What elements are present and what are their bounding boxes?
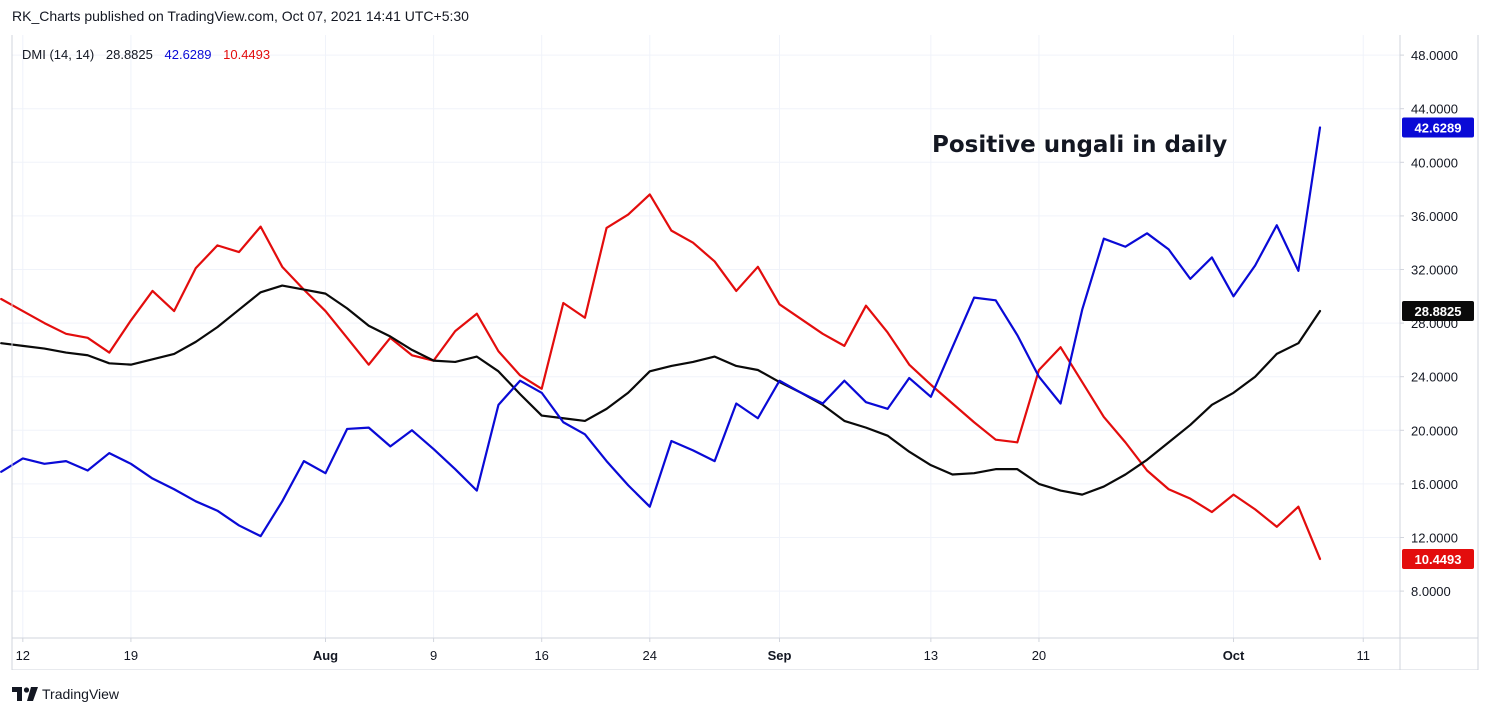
minus-di-line: [0, 193, 1322, 561]
y-tick-label: 44.0000: [1411, 102, 1458, 117]
y-tick-label: 36.0000: [1411, 209, 1458, 224]
svg-text:DMI (14, 14) 28.8825: DMI (14, 14) 28.8825 42.6289 10.4493: [22, 47, 270, 62]
x-tick-label: Sep: [768, 648, 792, 663]
x-tick-label: 12: [16, 648, 30, 663]
y-tick-label: 16.0000: [1411, 477, 1458, 492]
y-tick-label: 12.0000: [1411, 531, 1458, 546]
dmi-chart[interactable]: 8.000012.000016.000020.000024.000028.000…: [0, 0, 1493, 670]
y-tick-label: 40.0000: [1411, 155, 1458, 170]
publisher-header: RK_Charts published on TradingView.com, …: [12, 8, 469, 24]
last-value-badges: 42.6289 28.8825 10.4493: [1402, 117, 1474, 569]
plus-di-line: [0, 126, 1322, 538]
plus-di-badge-label: 42.6289: [1415, 120, 1462, 135]
legend-plus-di-value: 42.6289: [165, 47, 212, 62]
y-tick-label: 48.0000: [1411, 48, 1458, 63]
legend-minus-di-value: 10.4493: [223, 47, 270, 62]
price-axis[interactable]: 8.000012.000016.000020.000024.000028.000…: [1400, 48, 1458, 599]
time-axis[interactable]: 12 19 Aug 9 16 24 Sep 13 20 Oct 11: [16, 638, 1370, 663]
y-tick-label: 8.0000: [1411, 584, 1451, 599]
x-tick-label: 11: [1356, 648, 1370, 663]
tradingview-logo-icon: [12, 687, 38, 701]
adx-line: [0, 284, 1322, 496]
tradingview-brand[interactable]: TradingView: [12, 684, 119, 704]
minus-di-badge-label: 10.4493: [1415, 552, 1462, 567]
chart-annotation: Positive ungali in daily: [932, 132, 1227, 158]
x-tick-label: 13: [924, 648, 938, 663]
y-tick-label: 32.0000: [1411, 263, 1458, 278]
adx-badge: [1402, 301, 1474, 322]
x-tick-label: Oct: [1223, 648, 1245, 663]
x-tick-label: 24: [643, 648, 657, 663]
x-tick-label: 19: [124, 648, 138, 663]
adx-badge-label: 28.8825: [1415, 304, 1462, 319]
series-lines: [0, 126, 1322, 561]
grid-lines: [12, 35, 1400, 638]
minus-di-badge: [1402, 548, 1474, 569]
x-tick-label: 20: [1032, 648, 1046, 663]
legend-indicator-name: DMI (14, 14): [22, 47, 94, 62]
x-tick-label: 16: [534, 648, 548, 663]
x-tick-label: Aug: [313, 648, 338, 663]
brand-name: TradingView: [42, 686, 120, 702]
plus-di-badge: [1402, 117, 1474, 138]
chart-frame: [11, 35, 1479, 670]
y-tick-label: 20.0000: [1411, 423, 1458, 438]
x-tick-label: 9: [430, 648, 437, 663]
legend-adx-value: 28.8825: [106, 47, 153, 62]
indicator-legend: DMI (14, 14) 28.8825 42.6289 10.4493: [22, 47, 270, 62]
y-tick-label: 24.0000: [1411, 370, 1458, 385]
